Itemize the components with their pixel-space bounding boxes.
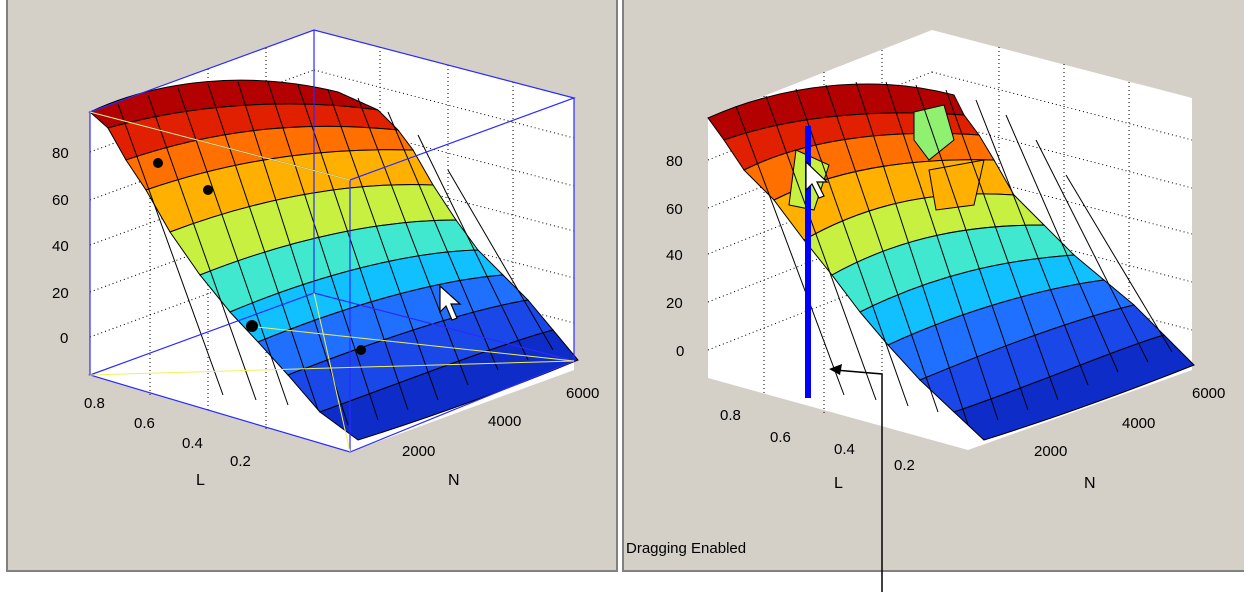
arrow-cursor-icon: [805, 160, 829, 199]
right-surface-plot[interactable]: 80 60 40 20 0 0.8 0.6 0.4 0.2 L 2000 400…: [624, 0, 1244, 570]
status-text: Dragging Enabled: [626, 540, 747, 557]
z-tick: 80: [52, 145, 69, 162]
data-marker[interactable]: [203, 185, 213, 195]
n-tick: 4000: [1122, 415, 1155, 432]
z-tick: 40: [666, 247, 683, 264]
left-data-markers[interactable]: [153, 158, 366, 355]
l-tick: 0.8: [720, 407, 741, 424]
y-axis-label: N: [448, 472, 460, 489]
z-tick: 60: [666, 201, 683, 218]
l-tick: 0.4: [182, 435, 203, 452]
z-tick: 60: [52, 192, 69, 209]
n-tick: 2000: [1034, 443, 1067, 460]
n-tick: 6000: [566, 385, 599, 402]
y-axis-label: N: [1084, 475, 1096, 492]
left-z-ticks: 80 60 40 20 0: [52, 145, 69, 347]
left-l-ticks: 0.8 0.6 0.4 0.2: [84, 395, 251, 470]
right-plot-panel[interactable]: 80 60 40 20 0 0.8 0.6 0.4 0.2 L 2000 400…: [622, 0, 1244, 572]
l-tick: 0.8: [84, 395, 105, 412]
n-tick: 2000: [402, 443, 435, 460]
right-n-ticks: 2000 4000 6000: [1034, 385, 1225, 460]
l-tick: 0.6: [770, 429, 791, 446]
left-surface: [89, 79, 579, 441]
l-tick: 0.2: [230, 453, 251, 470]
x-axis-label: L: [196, 472, 205, 489]
left-highlight-lines: [89, 111, 575, 453]
left-surface-mesh: [117, 81, 554, 426]
z-tick: 40: [52, 238, 69, 255]
data-marker[interactable]: [356, 345, 366, 355]
data-marker[interactable]: [246, 320, 258, 332]
l-tick: 0.6: [134, 415, 155, 432]
drag-handle[interactable]: [805, 126, 811, 398]
n-tick: 6000: [1192, 385, 1225, 402]
x-axis-label: L: [834, 475, 843, 492]
z-tick: 20: [52, 285, 69, 302]
z-tick: 0: [676, 343, 684, 360]
right-surface-mesh: [735, 81, 1173, 426]
l-tick: 0.2: [894, 457, 915, 474]
arrow-cursor-icon: [439, 284, 462, 321]
right-surface: [707, 83, 1195, 441]
z-tick: 0: [60, 330, 68, 347]
left-n-ticks: 2000 4000 6000: [402, 385, 599, 460]
right-z-ticks: 80 60 40 20 0: [666, 153, 684, 360]
z-tick: 20: [666, 295, 683, 312]
z-tick: 80: [666, 153, 683, 170]
l-tick: 0.4: [834, 441, 855, 458]
left-plot-panel[interactable]: 80 60 40 20 0 0.8 0.6 0.4 0.2 L 2000 400…: [6, 0, 618, 572]
left-surface-plot[interactable]: 80 60 40 20 0 0.8 0.6 0.4 0.2 L 2000 400…: [8, 0, 616, 570]
n-tick: 4000: [488, 413, 521, 430]
data-marker[interactable]: [153, 158, 163, 168]
